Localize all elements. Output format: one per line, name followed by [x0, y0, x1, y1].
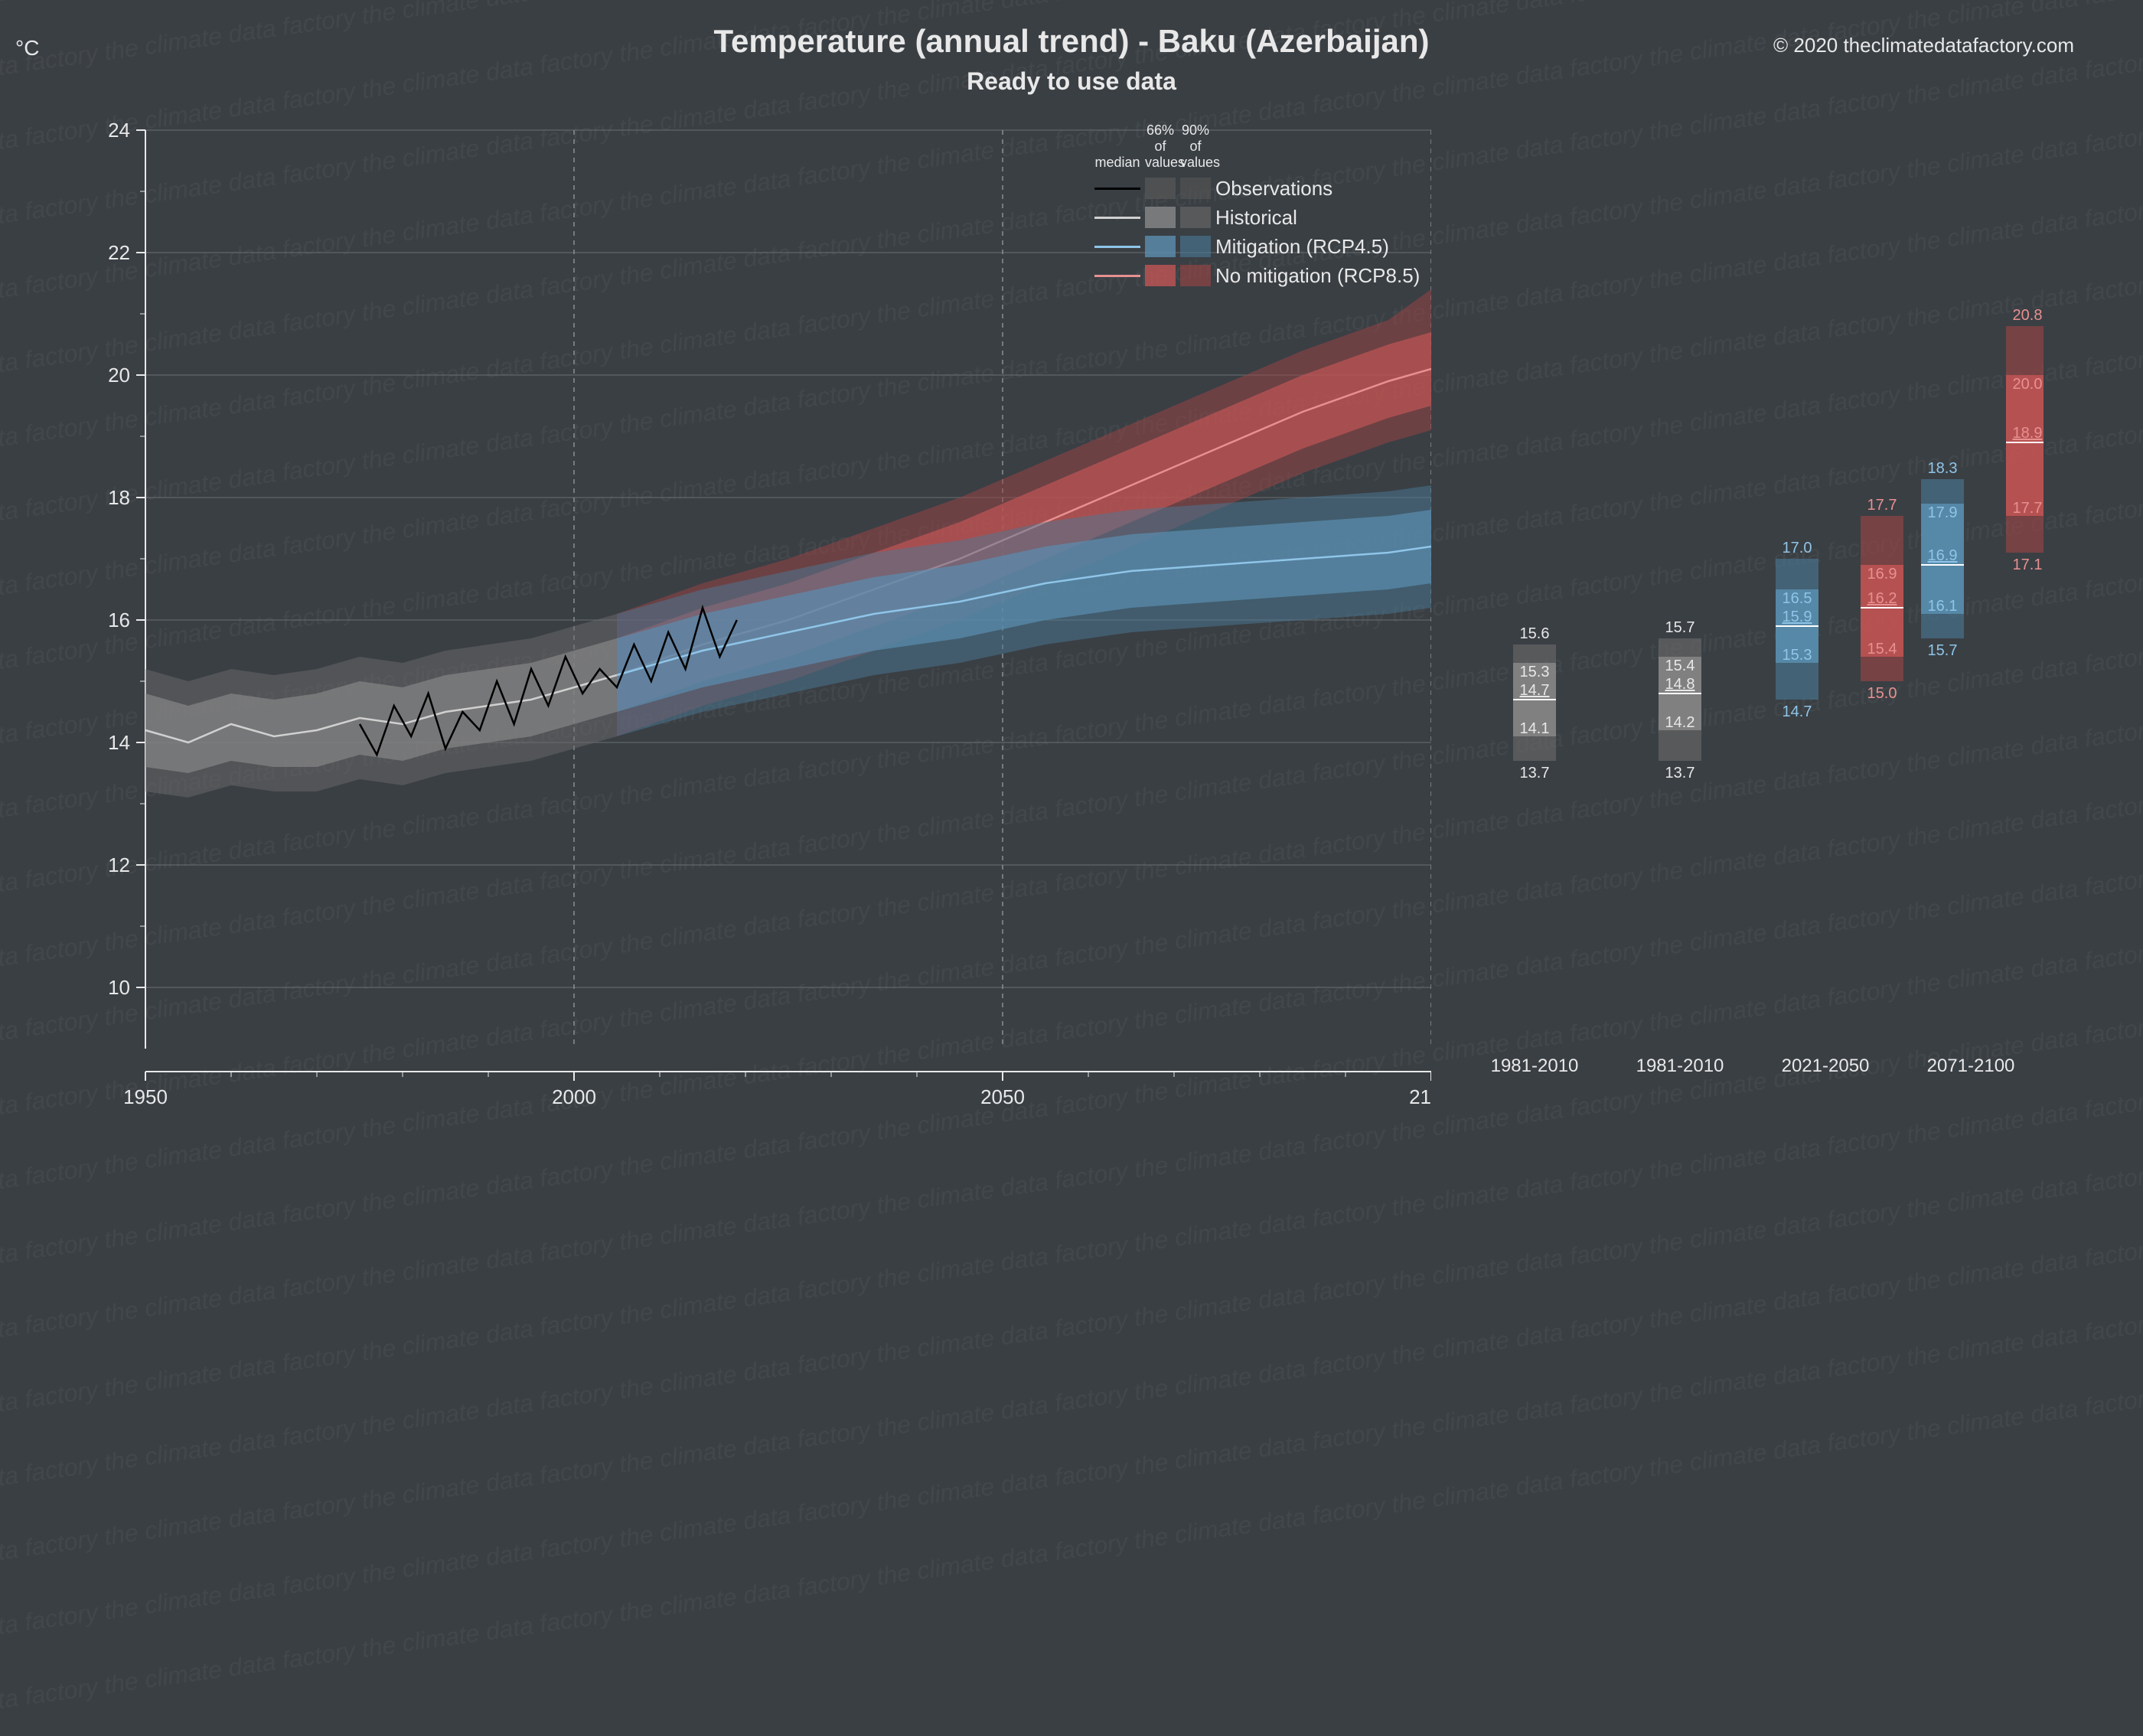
legend-90-swatch: [1180, 207, 1211, 228]
svg-text:15.9: 15.9: [1783, 609, 1812, 625]
svg-text:15.4: 15.4: [1665, 658, 1695, 674]
legend-row: Observations: [1094, 174, 1420, 203]
svg-text:1981-2010: 1981-2010: [1636, 1056, 1724, 1076]
svg-text:15.6: 15.6: [1520, 625, 1550, 642]
legend-label: Mitigation (RCP4.5): [1215, 235, 1389, 259]
legend-row: No mitigation (RCP8.5): [1094, 261, 1420, 290]
svg-text:15.4: 15.4: [1867, 641, 1897, 658]
legend-90-swatch: [1180, 178, 1211, 199]
legend-label: No mitigation (RCP8.5): [1215, 264, 1420, 288]
svg-text:17.9: 17.9: [1928, 504, 1958, 521]
svg-text:17.7: 17.7: [2013, 500, 2043, 517]
svg-text:15.7: 15.7: [1928, 642, 1958, 659]
legend-header-median: median: [1094, 155, 1140, 171]
svg-text:2021-2050: 2021-2050: [1782, 1056, 1870, 1076]
svg-text:14.1: 14.1: [1520, 720, 1550, 737]
svg-text:18.3: 18.3: [1928, 460, 1958, 477]
svg-text:16.5: 16.5: [1783, 590, 1812, 607]
legend-row: Historical: [1094, 203, 1420, 232]
legend-label: Historical: [1215, 206, 1297, 230]
legend: median 66% of values 90% of values Obser…: [1094, 122, 1420, 290]
legend-label: Observations: [1215, 177, 1332, 201]
legend-66-swatch: [1145, 207, 1176, 228]
svg-text:2071-2100: 2071-2100: [1927, 1056, 2015, 1076]
svg-text:20.8: 20.8: [2013, 307, 2043, 324]
copyright-text: © 2020 theclimatedatafactory.com: [1773, 34, 2074, 57]
svg-text:13.7: 13.7: [1665, 765, 1695, 782]
svg-text:18.9: 18.9: [2013, 425, 2043, 442]
svg-text:15.0: 15.0: [1867, 685, 1897, 702]
legend-line-swatch: [1094, 275, 1140, 277]
svg-text:16.2: 16.2: [1867, 590, 1897, 607]
svg-text:15.3: 15.3: [1520, 664, 1550, 680]
svg-text:17.1: 17.1: [2013, 556, 2043, 573]
legend-header-90: 90% of values: [1180, 122, 1211, 171]
legend-row: Mitigation (RCP4.5): [1094, 232, 1420, 261]
svg-text:14.2: 14.2: [1665, 714, 1695, 731]
chart-subtitle: Ready to use data: [0, 60, 2143, 96]
legend-header: median 66% of values 90% of values: [1094, 122, 1420, 171]
svg-text:15.3: 15.3: [1783, 647, 1812, 664]
legend-line-swatch: [1094, 246, 1140, 248]
legend-66-swatch: [1145, 178, 1176, 199]
svg-text:16.1: 16.1: [1928, 598, 1958, 615]
svg-text:14.7: 14.7: [1783, 703, 1812, 720]
svg-text:14.7: 14.7: [1520, 682, 1550, 699]
legend-line-swatch: [1094, 217, 1140, 219]
y-axis-label: °C: [15, 36, 39, 60]
svg-text:16.9: 16.9: [1928, 547, 1958, 564]
svg-text:16.9: 16.9: [1867, 566, 1897, 582]
legend-66-swatch: [1145, 265, 1176, 286]
svg-text:14.8: 14.8: [1665, 676, 1695, 693]
svg-text:13.7: 13.7: [1520, 765, 1550, 782]
legend-90-swatch: [1180, 265, 1211, 286]
svg-text:1981-2010: 1981-2010: [1491, 1056, 1579, 1076]
svg-text:20.0: 20.0: [2013, 376, 2043, 393]
svg-text:17.0: 17.0: [1783, 540, 1812, 556]
legend-66-swatch: [1145, 236, 1176, 257]
legend-90-swatch: [1180, 236, 1211, 257]
period-bars-chart: 15.6 15.3 14.7 14.1 13.7 15.7 15.4 14.8 14.2 13.7…: [84, 115, 2044, 1133]
svg-text:17.7: 17.7: [1867, 497, 1897, 514]
legend-line-swatch: [1094, 188, 1140, 190]
legend-header-66: 66% of values: [1145, 122, 1176, 171]
svg-text:15.7: 15.7: [1665, 619, 1695, 636]
